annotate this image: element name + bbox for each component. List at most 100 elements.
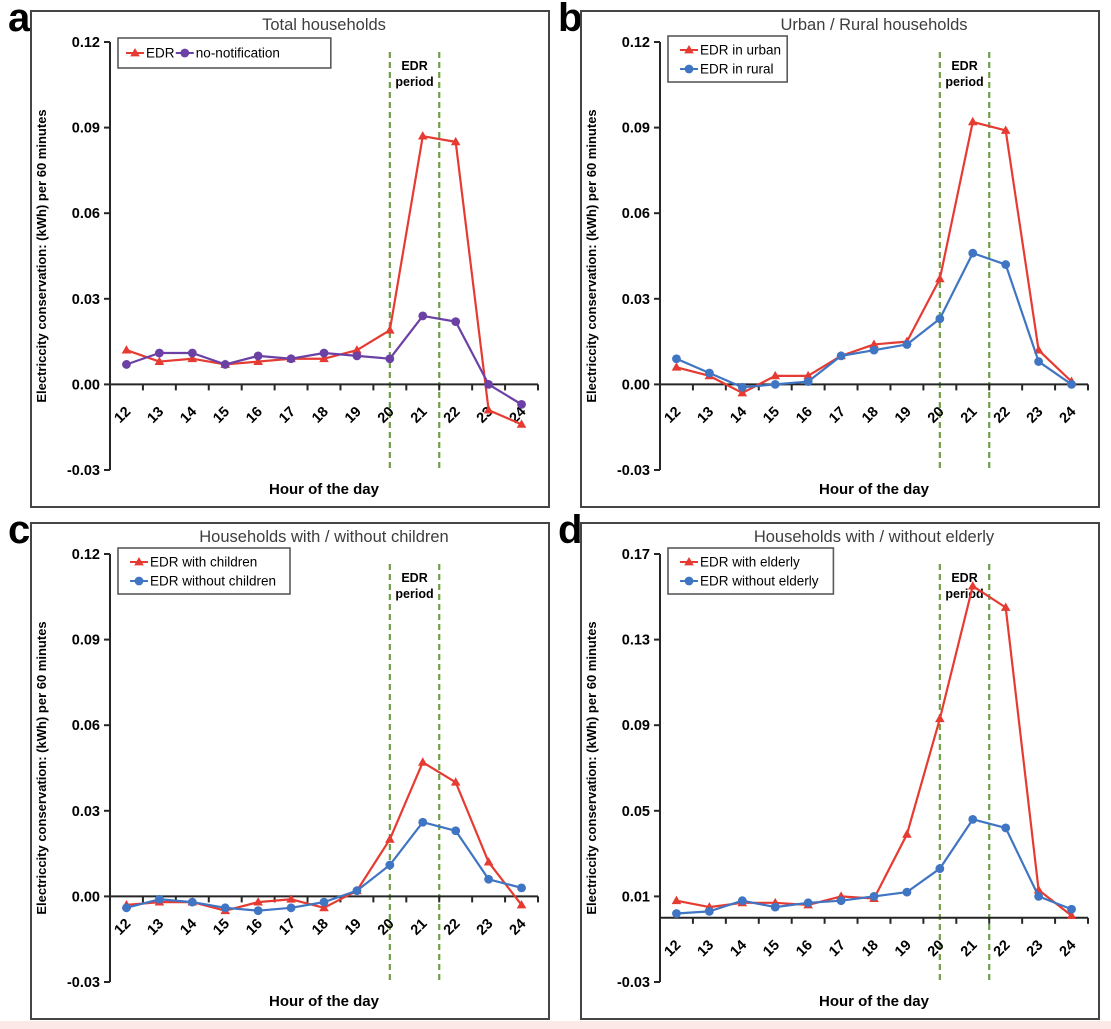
legend-circle-marker bbox=[684, 576, 694, 586]
x-tick-label: 21 bbox=[958, 404, 981, 427]
panel-d-letter: d bbox=[558, 508, 583, 552]
circle-marker bbox=[484, 380, 494, 389]
circle-marker bbox=[319, 348, 329, 358]
triangle-marker bbox=[319, 353, 329, 363]
circle-marker bbox=[935, 314, 945, 324]
x-tick-label: 12 bbox=[112, 404, 135, 427]
x-tick-label: 22 bbox=[441, 916, 464, 939]
panel-c: c Households with / without children EDR p… bbox=[8, 510, 550, 1020]
circle-marker bbox=[1001, 823, 1011, 833]
circle-marker bbox=[737, 896, 747, 906]
panel-a: a Total households EDR period 0.12 0.09 0.06 0… bbox=[8, 0, 550, 508]
x-tick-label: 22 bbox=[991, 937, 1014, 960]
x-tick-label: 15 bbox=[760, 404, 783, 427]
x-tick-label: 15 bbox=[760, 937, 783, 960]
panel-b-box: Urban / Rural households EDR period 0.12 0.0… bbox=[580, 10, 1100, 508]
circle-marker bbox=[1067, 904, 1076, 914]
y-tick-label: 0.09 bbox=[72, 633, 100, 649]
triangle-marker bbox=[770, 370, 781, 380]
x-tick-label: 21 bbox=[408, 916, 431, 939]
circle-marker bbox=[968, 814, 978, 824]
x-tick-label: 12 bbox=[112, 916, 135, 939]
legend-box bbox=[117, 37, 332, 69]
circle-marker bbox=[484, 874, 494, 884]
panel-a-letter: a bbox=[8, 0, 31, 40]
circle-marker bbox=[902, 887, 912, 897]
triangle-marker bbox=[154, 356, 165, 365]
x-tick-label: 18 bbox=[859, 404, 882, 427]
panel-b-chart-svg: Urban / Rural households EDR period 0.12 0.0… bbox=[584, 16, 1089, 498]
legend-label: EDR with elderly bbox=[700, 555, 800, 570]
x-tick-label: 17 bbox=[826, 404, 849, 427]
y-axis-title: Electriccity conservation: (kWh) per 60 … bbox=[34, 621, 49, 914]
legend: EDR with elderly EDR without elderly bbox=[667, 547, 835, 595]
x-tick-label: 18 bbox=[309, 916, 332, 939]
edr-period-label: EDR bbox=[401, 571, 427, 585]
circle-marker bbox=[451, 826, 461, 836]
circle-marker bbox=[122, 360, 131, 369]
chart-title: Households with / without elderly bbox=[754, 528, 995, 546]
y-tick-label: 0.12 bbox=[622, 35, 650, 51]
series-line-2 bbox=[676, 252, 1073, 389]
circle-marker bbox=[154, 348, 164, 358]
x-tick-label: 14 bbox=[727, 404, 750, 427]
y-tick-label: 0.09 bbox=[622, 121, 650, 137]
x-tick-label: 14 bbox=[177, 916, 200, 939]
triangle-marker bbox=[319, 902, 329, 912]
legend-label: EDR bbox=[146, 46, 175, 61]
triangle-marker bbox=[671, 895, 682, 905]
circle-marker bbox=[672, 354, 681, 364]
panel-b-letter: b bbox=[558, 0, 583, 40]
legend-triangle-marker bbox=[684, 45, 694, 54]
x-tick-label: 20 bbox=[375, 916, 398, 939]
panel-d-box: Households with / without elderly EDR peri… bbox=[580, 522, 1100, 1020]
triangle-marker bbox=[935, 713, 945, 723]
y-tick-label: -0.03 bbox=[617, 463, 650, 479]
circle-marker bbox=[122, 903, 131, 913]
triangle-marker bbox=[902, 829, 912, 838]
x-tick-label: 21 bbox=[958, 937, 981, 960]
circle-marker bbox=[286, 354, 296, 364]
x-tick-label: 12 bbox=[662, 404, 685, 427]
legend-label: EDR without elderly bbox=[700, 574, 819, 589]
panel-c-letter: c bbox=[8, 508, 31, 552]
circle-marker bbox=[803, 377, 813, 386]
legend-label: no-notification bbox=[196, 46, 280, 61]
x-tick-label: 19 bbox=[342, 404, 365, 427]
circle-marker bbox=[385, 860, 395, 870]
series-line-1 bbox=[126, 761, 523, 912]
triangle-marker bbox=[967, 581, 978, 590]
x-tick-label: 17 bbox=[276, 916, 299, 939]
y-tick-label: 0.09 bbox=[72, 121, 100, 137]
panel-d: d Households with / without elderly EDR pe… bbox=[558, 510, 1100, 1020]
y-tick-label: 0.03 bbox=[622, 292, 650, 308]
circle-marker bbox=[1067, 380, 1076, 389]
x-tick-label: 12 bbox=[662, 937, 685, 960]
legend: EDR in urban EDR in rural bbox=[667, 35, 788, 83]
circle-marker bbox=[836, 351, 846, 361]
circle-marker bbox=[803, 898, 813, 908]
circle-marker bbox=[1034, 892, 1044, 901]
y-tick-label: 0.01 bbox=[622, 889, 650, 905]
x-tick-label: 22 bbox=[991, 404, 1014, 427]
circle-marker bbox=[418, 817, 428, 827]
x-tick-label: 16 bbox=[793, 404, 816, 427]
circle-marker bbox=[418, 311, 428, 321]
chart-title: Households with / without children bbox=[199, 528, 448, 546]
x-tick-label: 18 bbox=[859, 937, 882, 960]
chart-title: Urban / Rural households bbox=[780, 16, 967, 34]
circle-marker bbox=[672, 909, 681, 918]
legend-circle-marker bbox=[180, 48, 190, 58]
chart-title: Total households bbox=[262, 16, 386, 34]
x-tick-label: 24 bbox=[1057, 937, 1080, 960]
y-tick-label: 0.05 bbox=[622, 804, 650, 820]
y-tick-label: 0.06 bbox=[622, 206, 650, 222]
circle-marker bbox=[187, 897, 197, 907]
y-tick-label: 0.13 bbox=[622, 633, 650, 649]
circle-marker bbox=[220, 903, 230, 913]
x-tick-label: 18 bbox=[309, 404, 332, 427]
triangle-marker bbox=[385, 834, 395, 843]
legend-label: EDR in rural bbox=[700, 62, 774, 77]
x-tick-label: 23 bbox=[474, 404, 497, 427]
